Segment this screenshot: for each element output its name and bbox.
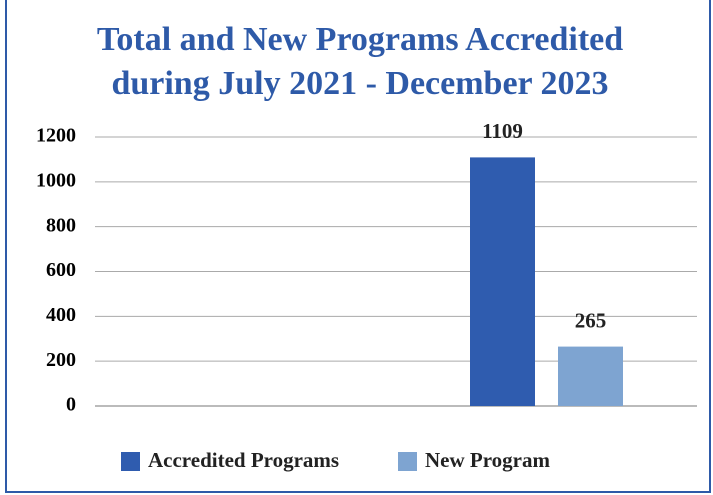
chart-title: Total and New Programs Accredited: [97, 21, 623, 58]
y-tick-label: 400: [46, 304, 76, 326]
y-tick-label: 200: [46, 349, 76, 371]
chart-title: during July 2021 - December 2023: [111, 65, 608, 102]
legend-swatch: [121, 452, 140, 471]
bar: [558, 346, 623, 406]
frame: [5, 0, 711, 493]
y-tick-label: 1000: [36, 169, 76, 191]
legend-label: New Program: [425, 448, 550, 472]
y-tick-label: 600: [46, 259, 76, 281]
y-tick-label: 1200: [36, 125, 76, 147]
legend-swatch: [398, 452, 417, 471]
data-label: 1109: [482, 119, 523, 143]
bar: [470, 157, 535, 406]
legend-label: Accredited Programs: [148, 448, 339, 472]
data-label: 265: [575, 308, 607, 332]
y-tick-label: 800: [46, 214, 76, 236]
y-tick-label: 0: [66, 394, 76, 416]
